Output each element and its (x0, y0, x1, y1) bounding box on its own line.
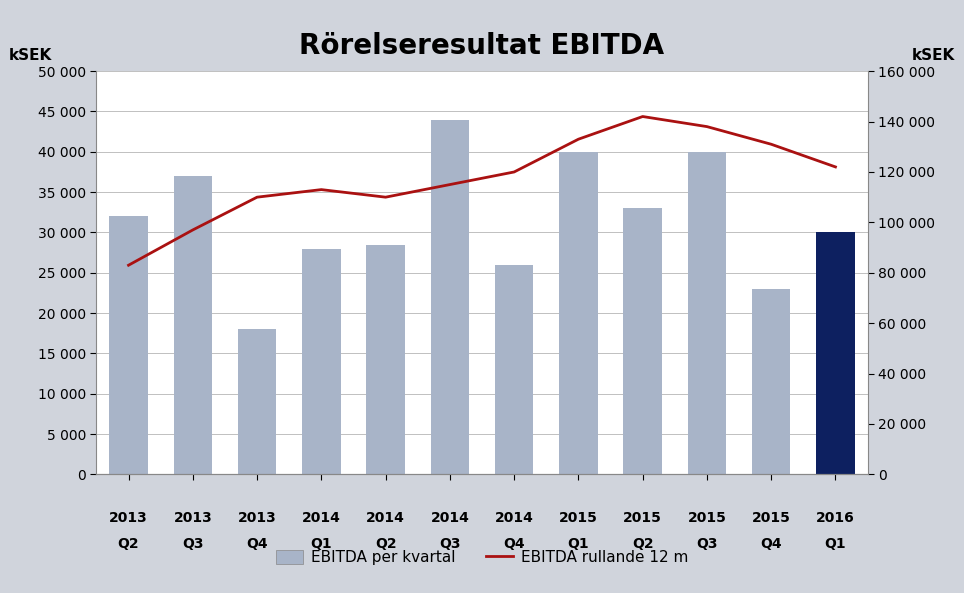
Text: kSEK: kSEK (10, 48, 52, 63)
Text: 2014: 2014 (302, 511, 340, 525)
Text: kSEK: kSEK (912, 48, 954, 63)
Text: Q4: Q4 (246, 537, 268, 551)
Text: Q3: Q3 (440, 537, 461, 551)
Text: 2013: 2013 (238, 511, 277, 525)
Text: 2015: 2015 (752, 511, 790, 525)
Text: Q3: Q3 (696, 537, 717, 551)
Text: Q2: Q2 (631, 537, 654, 551)
Legend: EBITDA per kvartal, EBITDA rullande 12 m: EBITDA per kvartal, EBITDA rullande 12 m (270, 544, 694, 572)
Bar (624, 208, 662, 474)
Text: Q4: Q4 (503, 537, 525, 551)
Bar (302, 248, 340, 474)
Text: Q3: Q3 (182, 537, 203, 551)
Text: Q1: Q1 (568, 537, 589, 551)
Bar (431, 120, 469, 474)
Bar (817, 232, 855, 474)
Title: Rörelseresultat EBITDA: Rörelseresultat EBITDA (300, 33, 664, 60)
Text: 2015: 2015 (687, 511, 726, 525)
Text: 2015: 2015 (559, 511, 598, 525)
Bar (174, 176, 212, 474)
Bar (366, 244, 405, 474)
Text: Q2: Q2 (375, 537, 396, 551)
Bar (109, 216, 147, 474)
Bar (687, 152, 726, 474)
Text: 2014: 2014 (366, 511, 405, 525)
Bar (238, 329, 277, 474)
Text: Q1: Q1 (310, 537, 333, 551)
Text: 2013: 2013 (109, 511, 147, 525)
Text: 2013: 2013 (174, 511, 212, 525)
Bar (495, 264, 533, 474)
Text: 2016: 2016 (817, 511, 855, 525)
Text: 2015: 2015 (624, 511, 662, 525)
Text: Q1: Q1 (824, 537, 846, 551)
Bar (559, 152, 598, 474)
Text: 2014: 2014 (431, 511, 469, 525)
Text: 2014: 2014 (495, 511, 533, 525)
Text: Q2: Q2 (118, 537, 140, 551)
Bar (752, 289, 790, 474)
Text: Q4: Q4 (761, 537, 782, 551)
